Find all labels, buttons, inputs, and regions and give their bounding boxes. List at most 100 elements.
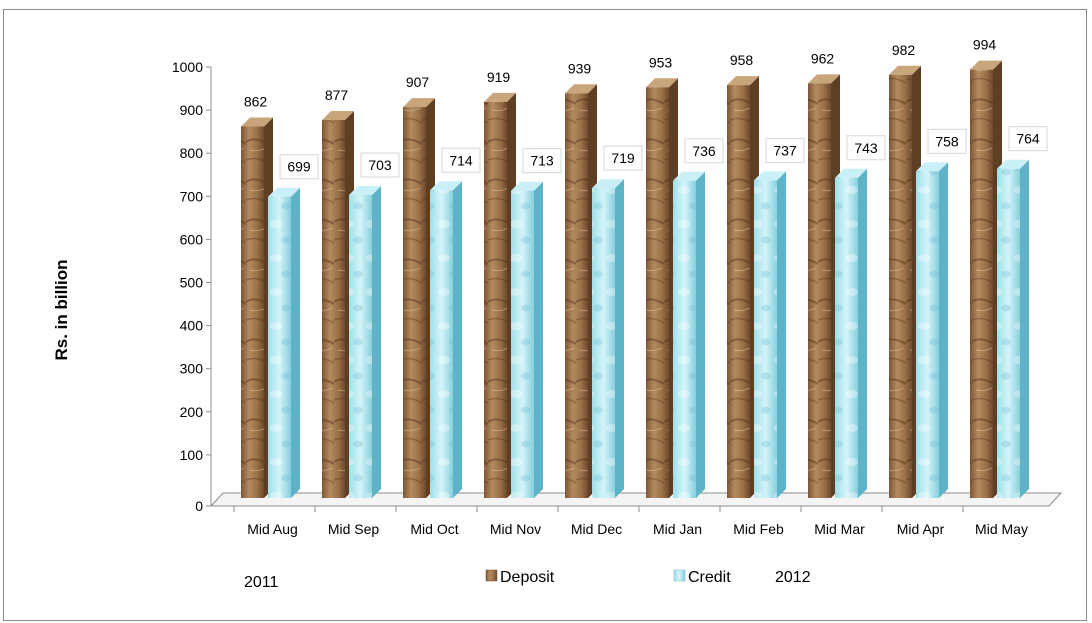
x-tick-label: Mid May: [975, 521, 1028, 537]
credit-value-label: 743: [854, 140, 878, 156]
x-tick-label: Mid Feb: [733, 521, 784, 537]
deposit-bar-top: [646, 78, 678, 88]
deposit-bar-top: [241, 117, 273, 127]
credit-bar-top: [754, 171, 786, 181]
credit-bar-side: [777, 171, 786, 498]
y-tick-label: 0: [195, 498, 203, 514]
credit-bar: [835, 168, 867, 498]
deposit-bar-texture: [889, 74, 912, 499]
credit-bar-side: [291, 187, 300, 498]
deposit-bar-texture: [646, 87, 669, 498]
credit-value-box: [522, 148, 562, 174]
credit-bar-texture: [754, 180, 777, 498]
chart-frame: Rs. in billion 0 100 200 300 400 500 600 700 800…: [3, 9, 1087, 621]
credit-bar-side: [453, 181, 462, 499]
x-tick-label: Mid Sep: [328, 521, 380, 537]
x-tick-label: Mid Mar: [814, 521, 865, 537]
y-tick-label: 200: [180, 404, 204, 420]
credit-bar-top: [673, 171, 705, 181]
y-tick-label: 1000: [172, 59, 203, 75]
x-tick-label: Mid Nov: [490, 521, 541, 537]
credit-bar-side: [696, 171, 705, 498]
credit-bar-top: [916, 162, 948, 172]
legend-label-credit: Credit: [688, 569, 731, 586]
credit-bar: [268, 187, 300, 498]
credit-bar-top: [592, 179, 624, 189]
y-tick-label: 800: [180, 145, 204, 161]
deposit-value-label: 907: [406, 74, 430, 90]
credit-bar: [430, 181, 462, 499]
credit-bar-top: [511, 181, 543, 191]
credit-value-label: 713: [530, 153, 554, 169]
deposit-value-label: 862: [244, 93, 268, 109]
credit-value-box: [765, 137, 805, 163]
deposit-bar-top: [889, 65, 921, 75]
credit-value-label: 703: [368, 157, 392, 173]
credit-bar-top: [268, 187, 300, 197]
credit-value-box: [603, 145, 643, 171]
credit-bar-top: [835, 168, 867, 178]
legend: Deposit Credit: [485, 569, 731, 586]
credit-bar-texture: [835, 177, 858, 498]
deposit-value-label: 953: [649, 54, 673, 70]
deposit-value-label: 877: [325, 87, 349, 103]
y-tick-label: 900: [180, 102, 204, 118]
deposit-value-label: 939: [568, 60, 592, 76]
y-tick-label: 400: [180, 318, 204, 334]
deposit-bar-texture: [241, 126, 264, 498]
bars: [241, 60, 1029, 499]
credit-value-label: 714: [449, 152, 473, 168]
credit-bar: [592, 179, 624, 498]
credit-bar: [349, 186, 381, 498]
credit-bar-top: [349, 186, 381, 196]
credit-bar-side: [939, 162, 948, 498]
credit-bar-texture: [511, 190, 534, 498]
credit-value-box: [927, 128, 967, 154]
year-label-2011: 2011: [244, 574, 279, 591]
credit-value-box: [846, 135, 886, 161]
credit-bar-texture: [430, 190, 453, 499]
deposit-bar-texture: [727, 85, 750, 499]
y-tick-label: 700: [180, 188, 204, 204]
x-tick-label: Mid Aug: [247, 521, 298, 537]
y-ticks: 0 100 200 300 400 500 600 700 800 900 1000: [172, 59, 211, 514]
credit-bar-side: [372, 186, 381, 498]
legend-label-deposit: Deposit: [500, 569, 555, 586]
credit-bar: [916, 162, 948, 498]
credit-bar-side: [1020, 159, 1029, 498]
credit-bar: [997, 159, 1029, 498]
credit-value-box: [279, 154, 319, 180]
credit-value-label: 736: [692, 143, 716, 159]
credit-value-box: [360, 152, 400, 178]
year-label-2012: 2012: [775, 569, 811, 586]
credit-value-box: [441, 147, 481, 173]
deposit-bar-top: [403, 98, 435, 108]
chart: Rs. in billion 0 100 200 300 400 500 600 700 800…: [52, 37, 1063, 591]
deposit-bar-top: [808, 74, 840, 84]
credit-value-label: 764: [1016, 131, 1040, 147]
value-labels: 862 699 877 703 907 714 919 713 939 719 953 736 958 7…: [244, 37, 1048, 180]
deposit-bar-top: [565, 84, 597, 94]
deposit-bar: [403, 98, 435, 498]
deposit-bar-top: [970, 60, 1002, 70]
credit-bar-top: [430, 181, 462, 191]
credit-bar-texture: [349, 195, 372, 498]
deposit-bar-texture: [484, 101, 507, 498]
deposit-bar-texture: [565, 93, 588, 498]
credit-bar: [754, 171, 786, 498]
deposit-bar: [727, 76, 759, 499]
legend-swatch-deposit: [485, 569, 498, 582]
deposit-bar-texture: [970, 69, 993, 498]
credit-bar-top: [997, 159, 1029, 169]
x-tick-label: Mid Jan: [653, 521, 702, 537]
credit-bar-texture: [592, 188, 615, 498]
x-ticks: Mid Aug Mid Sep Mid Oct Mid Nov Mid Dec Mid J…: [233, 506, 1028, 537]
credit-value-box: [1008, 126, 1048, 152]
deposit-value-label: 962: [811, 50, 835, 66]
credit-bar-side: [534, 181, 543, 498]
deposit-value-label: 982: [892, 42, 916, 58]
deposit-value-label: 919: [487, 69, 511, 85]
y-tick-label: 500: [180, 275, 204, 291]
x-tick-label: Mid Oct: [410, 521, 458, 537]
y-axis-label: Rs. in billion: [52, 259, 71, 360]
